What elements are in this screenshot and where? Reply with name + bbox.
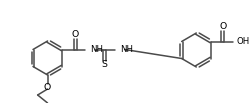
Text: OH: OH — [236, 37, 249, 46]
Text: S: S — [102, 60, 107, 69]
Text: NH: NH — [119, 45, 132, 54]
Text: NH: NH — [89, 45, 103, 54]
Text: O: O — [44, 83, 51, 91]
Text: O: O — [218, 22, 226, 31]
Text: O: O — [71, 30, 78, 39]
